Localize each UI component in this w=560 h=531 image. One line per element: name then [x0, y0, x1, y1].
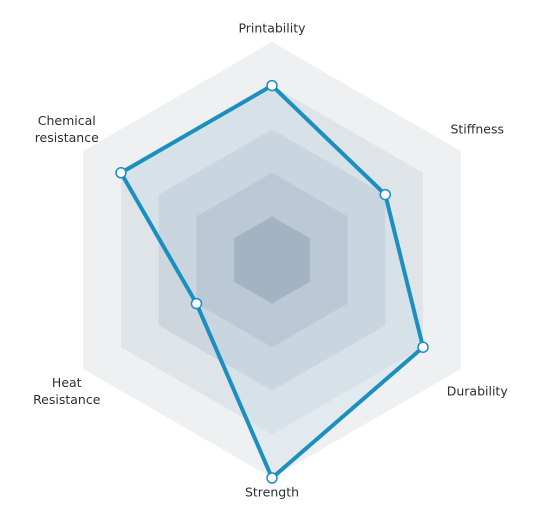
data-point [266, 472, 278, 484]
data-point [379, 188, 392, 201]
axis-label: Printability [238, 20, 306, 36]
data-point [190, 297, 203, 310]
axis-label: Chemical resistance [34, 113, 99, 145]
axis-label: Stiffness [450, 121, 505, 137]
axis-label: Durability [446, 383, 508, 399]
axis-label: Heat Resistance [33, 375, 101, 407]
data-point [266, 79, 278, 92]
grid-ring [234, 216, 310, 304]
axis-label: Strength [244, 484, 300, 500]
data-point [115, 167, 127, 179]
data-point [417, 341, 429, 353]
